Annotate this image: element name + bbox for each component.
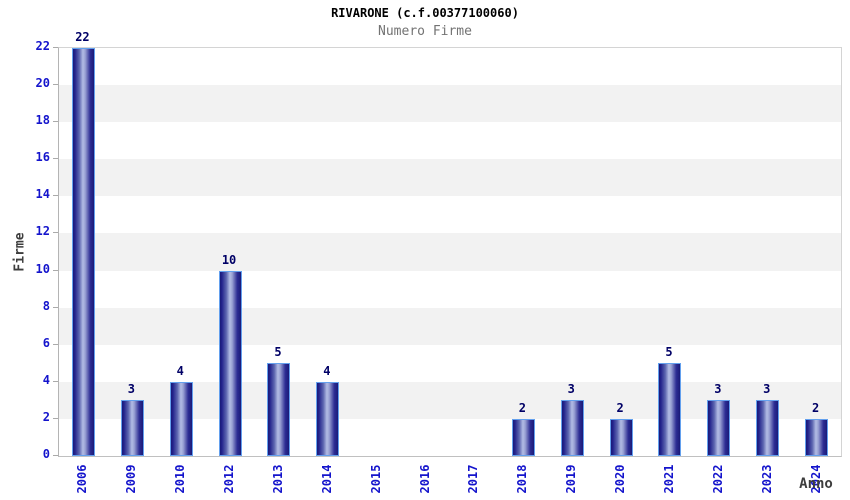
- x-tick-label: 2023: [759, 464, 774, 494]
- y-tick-mark: [53, 343, 58, 345]
- y-tick-label: 8: [42, 298, 50, 313]
- x-tick-label: 2016: [417, 464, 432, 494]
- y-tick-mark: [53, 269, 58, 271]
- bar-value-label: 2: [616, 400, 624, 415]
- grid-band: [59, 233, 841, 271]
- bar-2009: [120, 400, 144, 456]
- bar-value-label: 4: [323, 363, 331, 378]
- x-tick-label: 2019: [564, 464, 579, 494]
- grid-band: [59, 85, 841, 123]
- bar-value-label: 3: [127, 382, 135, 397]
- x-tick-label: 2022: [710, 464, 725, 494]
- bar-value-label: 3: [763, 382, 771, 397]
- x-tick-label: 2009: [124, 464, 139, 494]
- y-tick-mark: [53, 121, 58, 123]
- bar-2020: [609, 418, 633, 456]
- bar-value-label: 3: [714, 382, 722, 397]
- y-tick-mark: [53, 306, 58, 308]
- bar-2023: [756, 400, 780, 456]
- x-tick-label: 2012: [222, 464, 237, 494]
- bar-2010: [169, 381, 193, 456]
- x-tick-label: 2013: [270, 464, 285, 494]
- y-tick-label: 0: [42, 447, 50, 461]
- chart-title: RIVARONE (c.f.00377100060): [331, 6, 519, 20]
- bar-2013: [267, 363, 291, 456]
- y-tick-mark: [53, 195, 58, 197]
- y-tick-mark: [53, 232, 58, 234]
- bar-2018: [511, 418, 535, 456]
- bar-value-label: 3: [567, 382, 575, 397]
- x-tick-label: 2006: [75, 464, 90, 494]
- x-tick-label: 2020: [613, 464, 628, 494]
- grid-band: [59, 344, 841, 382]
- y-tick-mark: [53, 417, 58, 419]
- y-tick-mark: [53, 158, 58, 160]
- bar-2012: [218, 270, 242, 456]
- x-tick-label: 2021: [661, 464, 676, 494]
- bar-value-label: 22: [75, 30, 90, 44]
- x-tick-label: 2017: [466, 464, 481, 494]
- y-tick-mark: [53, 47, 58, 48]
- y-tick-label: 20: [35, 76, 50, 91]
- y-tick-mark: [53, 380, 58, 382]
- grid-band: [59, 270, 841, 308]
- y-tick-mark: [53, 84, 58, 86]
- y-tick-label: 6: [42, 335, 50, 350]
- x-tick-label: 2010: [173, 464, 188, 494]
- y-tick-label: 2: [42, 409, 50, 424]
- y-tick-label: 16: [35, 150, 50, 165]
- grid-band: [59, 159, 841, 197]
- y-tick-mark: [53, 455, 58, 456]
- y-axis-title: Firme: [12, 232, 28, 272]
- bar-2022: [707, 400, 731, 456]
- x-tick-label: 2014: [319, 464, 334, 494]
- bar-2021: [658, 363, 682, 456]
- y-tick-label: 18: [35, 113, 50, 128]
- plot-area: [58, 47, 842, 457]
- y-tick-label: 22: [35, 39, 50, 53]
- y-tick-label: 12: [35, 224, 50, 239]
- grid-band: [59, 196, 841, 234]
- grid-band: [59, 48, 841, 86]
- x-axis-title: Anno: [799, 476, 833, 492]
- bar-2014: [316, 381, 340, 456]
- bar-2024: [805, 418, 829, 456]
- bar-2019: [560, 400, 584, 456]
- x-tick-label: 2015: [368, 464, 383, 494]
- bar-value-label: 2: [518, 400, 526, 415]
- bar-value-label: 5: [665, 345, 673, 360]
- grid-band: [59, 122, 841, 160]
- y-tick-label: 10: [35, 261, 50, 276]
- bar-value-label: 4: [176, 363, 184, 378]
- y-tick-label: 14: [35, 187, 50, 202]
- y-tick-label: 4: [42, 372, 50, 387]
- chart-subtitle: Numero Firme: [378, 24, 472, 39]
- x-tick-label: 2018: [515, 464, 530, 494]
- bar-value-label: 5: [274, 345, 282, 360]
- grid-band: [59, 307, 841, 345]
- bar-value-label: 10: [221, 252, 237, 267]
- bar-value-label: 2: [811, 400, 820, 415]
- bar-2006: [71, 48, 95, 456]
